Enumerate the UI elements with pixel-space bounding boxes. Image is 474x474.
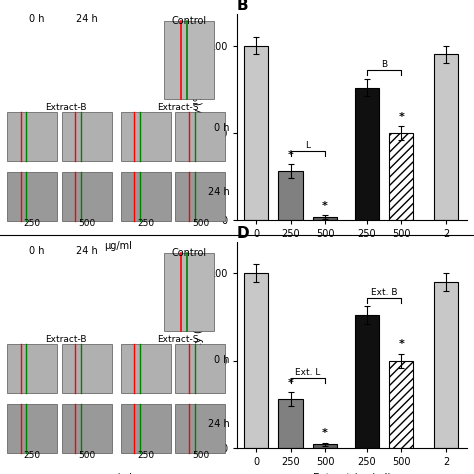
Text: 0 h: 0 h	[29, 246, 45, 256]
Bar	[434, 55, 458, 220]
Text: L: L	[305, 141, 310, 150]
Bar	[244, 273, 268, 448]
Bar	[62, 404, 112, 453]
Text: 250: 250	[137, 219, 155, 228]
X-axis label: Extract (μg/ml): Extract (μg/ml)	[313, 473, 391, 474]
Text: B: B	[381, 60, 387, 69]
Text: 250: 250	[137, 451, 155, 460]
Text: μg/ml: μg/ml	[105, 241, 132, 251]
Text: 500: 500	[192, 451, 209, 460]
Text: 24 h: 24 h	[208, 419, 230, 429]
Bar	[389, 133, 413, 220]
Bar	[434, 282, 458, 448]
Bar	[164, 253, 214, 331]
Bar	[164, 21, 214, 99]
Bar	[62, 172, 112, 221]
Bar	[121, 172, 171, 221]
Bar	[313, 217, 337, 220]
Text: *: *	[322, 428, 328, 438]
Text: 0 h: 0 h	[214, 123, 230, 133]
Text: *: *	[288, 378, 293, 388]
Bar	[313, 445, 337, 448]
Text: *: *	[398, 339, 404, 349]
Bar	[62, 112, 112, 161]
Text: 500: 500	[192, 219, 209, 228]
Text: Extract-S: Extract-S	[157, 335, 199, 344]
Bar	[175, 344, 226, 393]
Bar	[355, 88, 379, 220]
Text: Extract-B: Extract-B	[46, 335, 87, 344]
Text: 250: 250	[24, 219, 41, 228]
Bar	[7, 344, 57, 393]
Text: 0 h: 0 h	[29, 14, 45, 24]
Bar	[279, 172, 303, 220]
Bar	[7, 172, 57, 221]
Bar	[175, 112, 226, 161]
Text: 24 h: 24 h	[76, 14, 98, 24]
Text: 24 h: 24 h	[208, 187, 230, 197]
Text: Ext. L: Ext. L	[295, 368, 320, 377]
Bar	[244, 46, 268, 220]
Bar	[355, 315, 379, 448]
X-axis label: Extract (μg/ml): Extract (μg/ml)	[313, 245, 391, 255]
Bar	[7, 112, 57, 161]
Text: Extract-B: Extract-B	[46, 103, 87, 112]
Text: Extract-S: Extract-S	[157, 103, 199, 112]
Bar	[121, 344, 171, 393]
Text: 500: 500	[78, 219, 95, 228]
Text: B: B	[237, 0, 249, 13]
Y-axis label: Motility (%): Motility (%)	[194, 87, 204, 147]
Bar	[62, 344, 112, 393]
Text: *: *	[398, 112, 404, 122]
Text: Control: Control	[172, 248, 207, 258]
Bar	[121, 404, 171, 453]
Bar	[121, 112, 171, 161]
Bar	[175, 172, 226, 221]
Text: 24 h: 24 h	[76, 246, 98, 256]
Text: 0 h: 0 h	[214, 355, 230, 365]
Text: Ext. B: Ext. B	[371, 288, 397, 297]
Text: 250: 250	[24, 451, 41, 460]
Text: *: *	[288, 150, 293, 160]
Bar	[175, 404, 226, 453]
Bar	[7, 404, 57, 453]
Bar	[279, 399, 303, 448]
Text: 500: 500	[78, 451, 95, 460]
Text: *: *	[322, 201, 328, 211]
Bar	[389, 361, 413, 448]
Text: D: D	[237, 226, 250, 241]
Y-axis label: Motility (%): Motility (%)	[194, 315, 204, 375]
Text: Control: Control	[172, 16, 207, 26]
